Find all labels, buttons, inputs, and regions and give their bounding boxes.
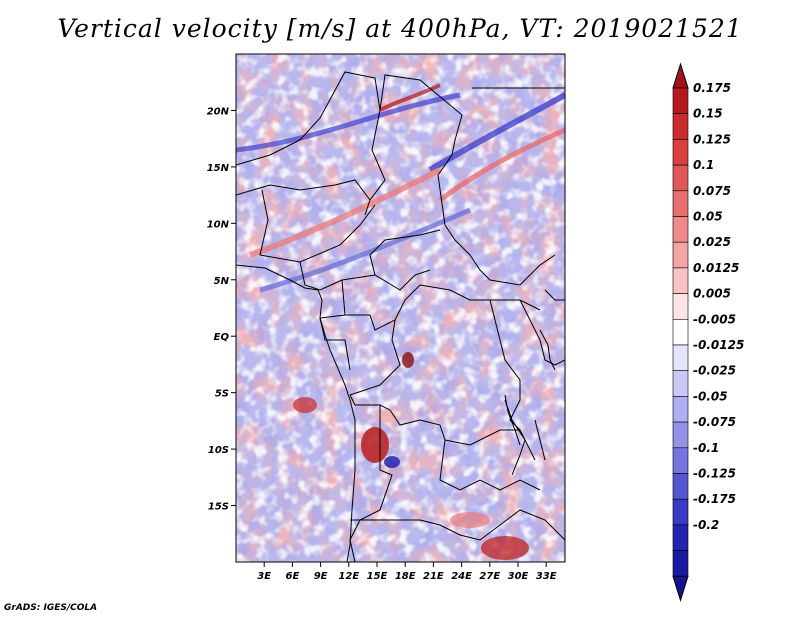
colorbar-label: -0.05 [693, 389, 728, 403]
colorbar-label: 0.05 [693, 210, 723, 224]
colorbar-segment [672, 421, 689, 449]
colorbar-label: -0.2 [693, 518, 719, 532]
colorbar-segment [672, 139, 689, 166]
colorbar-label: -0.175 [693, 492, 736, 506]
map-title: Vertical velocity [m/s] at 400hPa, VT: 2… [57, 14, 743, 43]
colorbar-segment [672, 447, 689, 474]
lat-tick-label: 15S [208, 502, 229, 513]
coastline [236, 264, 356, 562]
colorbar-segment [672, 216, 689, 243]
colorbar-label: -0.025 [693, 364, 736, 378]
colorbar: 0.175 0.15 0.125 0.1 0.075 0.05 0.025 0.0125 0.0… [672, 62, 744, 602]
lon-tick-label: 12E [338, 571, 359, 582]
colorbar-segment [672, 344, 689, 372]
strong-updraft-spots [293, 352, 529, 560]
lat-tick-label: EQ [214, 332, 230, 343]
colorbar-segment [672, 498, 689, 526]
colorbar-segment [672, 550, 689, 577]
latitude-axis: 20N 15N 10N 5N EQ 5S 10S 15S [207, 106, 236, 513]
lat-tick-label: 5N [214, 276, 230, 287]
colorbar-top-arrow [672, 62, 689, 89]
colorbar-segment [672, 473, 689, 500]
lon-tick-label: 21E [423, 571, 444, 582]
colorbar-segment [672, 87, 689, 115]
colorbar-segment [672, 267, 689, 294]
colorbar-label: 0.1 [693, 158, 714, 172]
longitude-axis: 3E 6E 9E 12E 15E 18E 21E 24E 27E 30E 33E [257, 562, 557, 582]
lon-tick-label: 15E [367, 571, 388, 582]
colorbar-label: 0.005 [693, 287, 731, 301]
lat-tick-label: 15N [207, 163, 230, 174]
colorbar-label: 0.075 [693, 184, 731, 198]
grads-credit: GrADS: IGES/COLA [4, 603, 98, 613]
colorbar-segment [672, 241, 689, 269]
lon-tick-label: 9E [314, 571, 328, 582]
lat-tick-label: 5S [215, 389, 229, 400]
lat-tick-label: 10S [208, 445, 229, 456]
colorbar-label: 0.15 [693, 107, 723, 121]
lon-tick-label: 30E [508, 571, 529, 582]
colorbar-bottom-arrow [672, 575, 689, 602]
lon-tick-label: 6E [286, 571, 300, 582]
colorbar-segment [672, 113, 689, 140]
colorbar-label: 0.025 [693, 235, 731, 249]
lat-tick-label: 20N [207, 106, 230, 117]
colorbar-segment [672, 396, 689, 423]
lon-tick-label: 27E [479, 571, 500, 582]
colorbar-label: 0.0125 [693, 261, 739, 275]
lat-tick-label: 10N [207, 219, 230, 230]
colorbar-segment [672, 164, 689, 192]
lon-tick-label: 3E [257, 571, 271, 582]
plot-frame [235, 53, 566, 563]
colorbar-label: -0.075 [693, 415, 736, 429]
colorbar-segment [672, 370, 689, 397]
colorbar-segment [672, 318, 689, 346]
colorbar-label: 0.125 [693, 132, 731, 146]
colorbar-segment [672, 190, 689, 217]
colorbar-label: -0.005 [693, 312, 736, 326]
colorbar-segment [672, 293, 689, 320]
lon-tick-label: 33E [536, 571, 557, 582]
colorbar-segment [672, 524, 689, 551]
colorbar-label: -0.125 [693, 467, 736, 481]
colorbar-label: 0.175 [693, 81, 731, 95]
lon-tick-label: 18E [395, 571, 416, 582]
colorbar-label: -0.0125 [693, 338, 744, 352]
colorbar-label: -0.1 [693, 441, 719, 455]
lon-tick-label: 24E [451, 571, 472, 582]
